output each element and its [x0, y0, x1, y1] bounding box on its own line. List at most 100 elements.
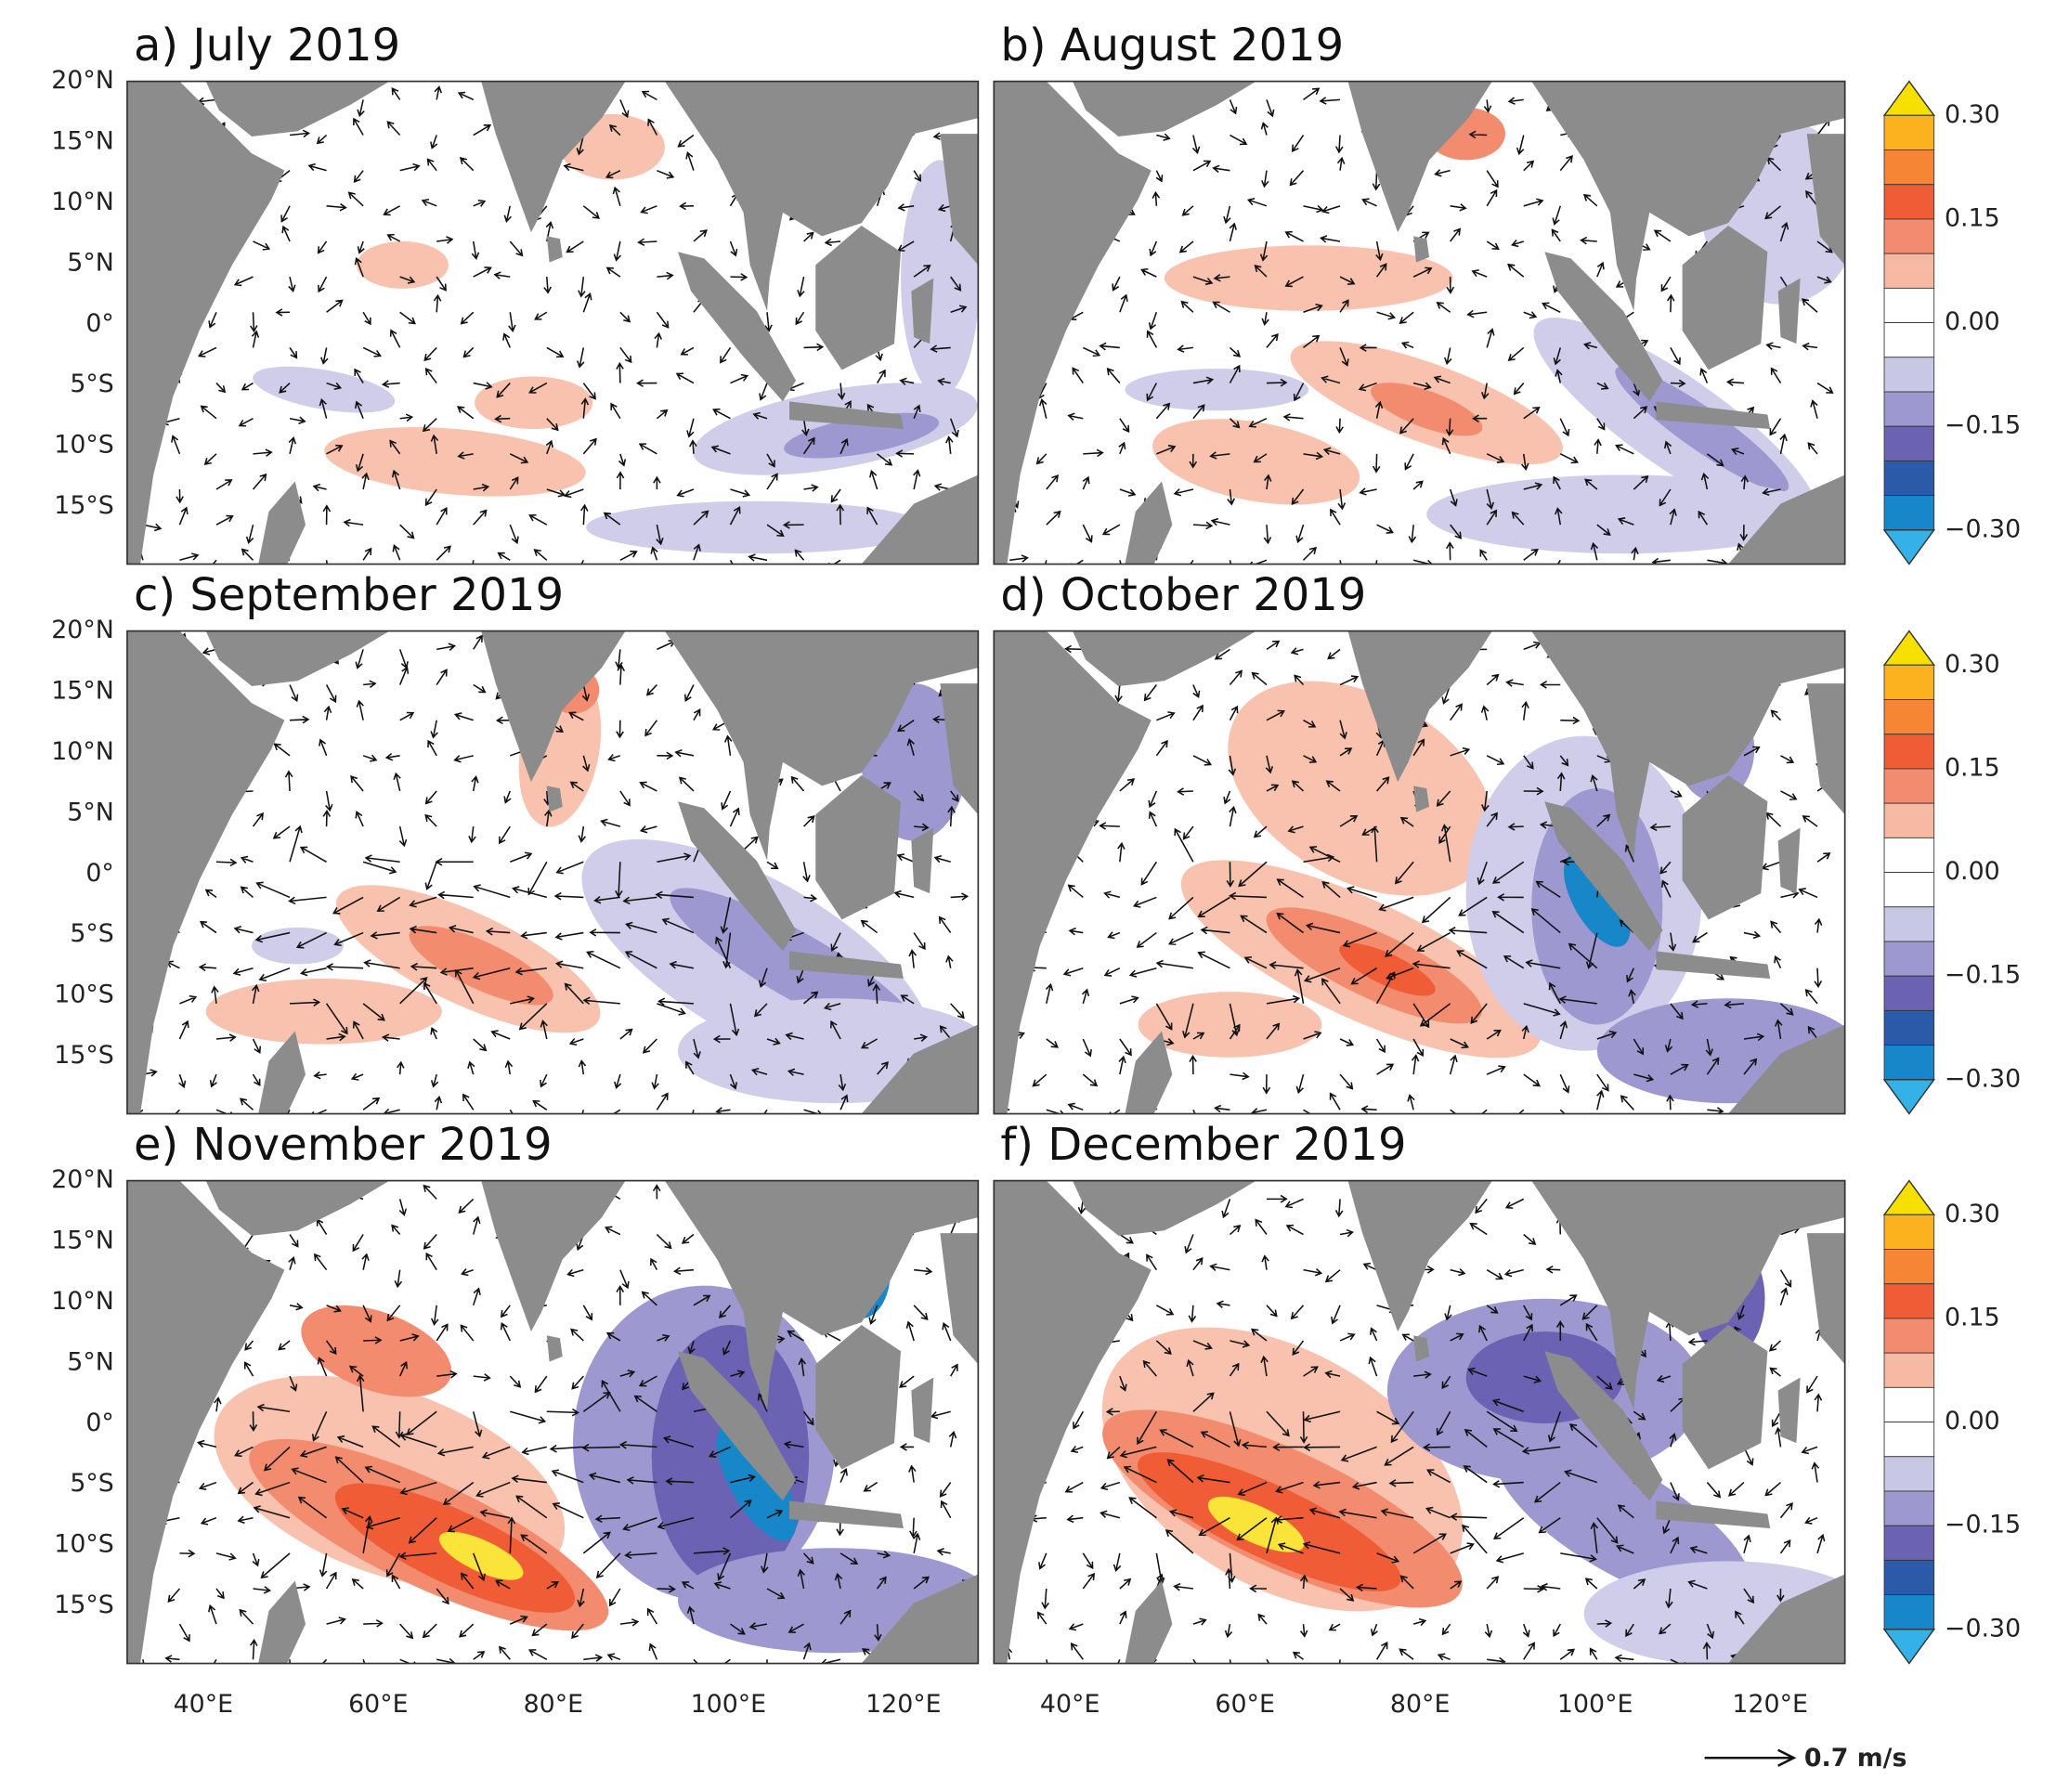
colorbar-band	[1883, 391, 1935, 427]
colorbar-band	[1883, 1009, 1935, 1046]
colorbar-label: −0.30	[1945, 1614, 2021, 1643]
colorbar-band	[1883, 1559, 1935, 1596]
colorbar-label: 0.15	[1945, 1303, 2000, 1331]
land	[546, 786, 563, 812]
anomaly-region	[1615, 366, 1789, 492]
land	[1347, 1180, 1492, 1332]
lat-label: 5°S	[70, 919, 114, 948]
colorbar-band	[1883, 495, 1935, 531]
anomaly-region	[1164, 245, 1453, 311]
land	[1073, 1180, 1256, 1236]
land	[861, 1574, 979, 1664]
land	[1656, 1500, 1771, 1529]
land	[789, 1500, 904, 1529]
lat-label: 15°N	[51, 677, 114, 706]
colorbar-label: 0.00	[1945, 857, 2000, 886]
colorbar-band	[1883, 1352, 1935, 1388]
anomaly-region	[1371, 383, 1483, 436]
colorbar-band	[1883, 184, 1935, 220]
lat-label: 0°	[85, 859, 113, 888]
colorbar-band	[1883, 1525, 1935, 1561]
land	[994, 1180, 1152, 1664]
land	[911, 278, 934, 344]
colorbar-label: −0.30	[1945, 514, 2021, 543]
lon-label: 40°E	[1040, 1690, 1100, 1719]
colorbar-band	[1883, 322, 1935, 358]
land	[1125, 481, 1173, 565]
land	[815, 226, 902, 370]
map-panel	[126, 1180, 979, 1664]
land	[126, 81, 285, 565]
lat-label: 10°N	[51, 1287, 114, 1316]
colorbar-band	[1883, 768, 1935, 804]
colorbar-label: 0.15	[1945, 753, 2000, 782]
lat-label: 5°S	[70, 1469, 114, 1498]
land	[664, 630, 979, 861]
land	[815, 1325, 902, 1470]
colorbar-band	[1883, 699, 1935, 735]
colorbar-label: 0.00	[1945, 307, 2000, 336]
colorbar-band	[1883, 1045, 1935, 1081]
reference-arrow	[1704, 1748, 1797, 1767]
land	[481, 81, 626, 233]
map-panel	[126, 630, 979, 1114]
lon-label: 60°E	[348, 1690, 408, 1719]
reference-label: 0.7 m/s	[1804, 1744, 1907, 1773]
colorbar-band	[1883, 1422, 1935, 1458]
land	[205, 630, 390, 686]
lat-label: 15°S	[54, 491, 114, 520]
colorbar-band	[1883, 218, 1935, 254]
colorbar-label: 0.30	[1945, 1200, 2000, 1228]
land	[1531, 630, 1845, 861]
colorbar-band	[1883, 975, 1935, 1011]
anomaly-region	[1207, 1496, 1305, 1552]
colorbar-band	[1883, 149, 1935, 186]
colorbar-label: −0.15	[1945, 1511, 2021, 1539]
land	[1777, 278, 1801, 344]
land	[1413, 236, 1430, 263]
panel-title: b) August 2019	[1000, 19, 1344, 71]
land	[1544, 252, 1663, 402]
anomaly-region	[475, 376, 593, 430]
lat-label: 20°N	[51, 1165, 114, 1194]
panel-frame	[126, 80, 980, 565]
land	[1125, 1580, 1173, 1664]
land	[677, 1351, 797, 1501]
anomaly-region	[438, 1531, 524, 1580]
lat-label: 15°S	[54, 1591, 114, 1619]
colorbar-band	[1883, 1490, 1935, 1526]
land	[664, 1180, 979, 1410]
anomaly-region	[1125, 369, 1309, 411]
land	[1413, 786, 1430, 812]
land	[546, 1335, 563, 1362]
anomaly-region	[357, 240, 449, 289]
panel-title: a) July 2019	[134, 19, 400, 71]
land	[1656, 401, 1771, 430]
colorbar-arrow-top	[1882, 630, 1936, 667]
colorbar-label: −0.30	[1945, 1064, 2021, 1093]
lon-label: 40°E	[174, 1690, 233, 1719]
lon-label: 120°E	[1732, 1690, 1808, 1719]
colorbar-band	[1883, 425, 1935, 461]
land	[1806, 134, 1845, 266]
land	[664, 81, 979, 311]
lat-label: 0°	[85, 309, 113, 338]
land	[1347, 81, 1492, 233]
panel-frame	[993, 80, 1846, 565]
lon-label: 60°E	[1215, 1690, 1274, 1719]
land	[258, 481, 306, 565]
colorbar-label: −0.15	[1945, 961, 2021, 990]
land	[1531, 1180, 1845, 1410]
land	[258, 1580, 306, 1664]
anomaly-region	[1138, 992, 1322, 1058]
anomaly-region	[1426, 474, 1820, 554]
lat-label: 20°N	[51, 66, 114, 95]
land	[1728, 1024, 1845, 1114]
colorbar-band	[1883, 253, 1935, 289]
land	[1531, 81, 1845, 311]
land	[1125, 1031, 1173, 1114]
lat-label: 10°S	[54, 1530, 114, 1559]
lon-label: 120°E	[865, 1690, 942, 1719]
colorbar-label: 0.15	[1945, 203, 2000, 232]
